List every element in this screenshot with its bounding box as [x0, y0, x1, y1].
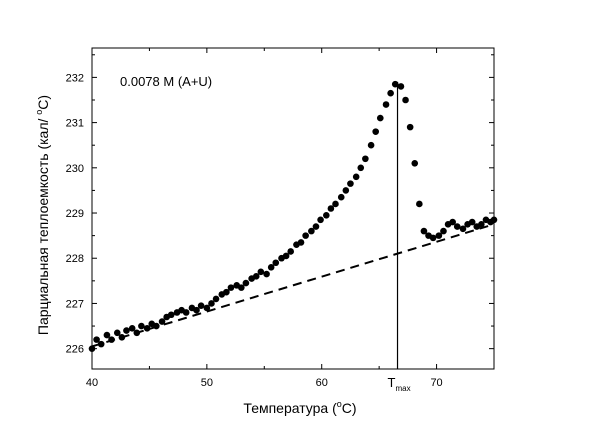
data-point [406, 123, 414, 131]
data-point [133, 329, 141, 337]
y-axis-label-tail: C) [35, 95, 51, 110]
data-point [347, 180, 354, 187]
y-tick-label: 229 [66, 208, 84, 220]
data-point [242, 279, 250, 287]
data-point [337, 193, 345, 201]
data-point [391, 80, 399, 88]
data-point [327, 205, 335, 212]
plot-frame [91, 47, 495, 370]
data-point [449, 218, 456, 226]
data-point [197, 302, 205, 310]
data-point [143, 325, 151, 332]
data-point [416, 200, 423, 208]
data-point [267, 263, 275, 271]
x-axis-label-tail: C) [342, 400, 357, 416]
data-point [342, 187, 350, 194]
data-point [167, 311, 175, 319]
data-point [227, 284, 235, 291]
data-point [323, 211, 330, 219]
data-point [113, 329, 121, 337]
data-point [182, 309, 190, 316]
data-point [158, 318, 166, 325]
tmax-label-sub: max [395, 384, 410, 393]
y-axis-label-sup: o [34, 110, 44, 115]
data-point [440, 227, 447, 235]
y-axis-label-main: Парциальная теплоемкость (кал/ [35, 115, 51, 335]
data-point [238, 284, 245, 291]
data-point [212, 295, 220, 303]
data-point [376, 114, 384, 122]
x-tick-label: 60 [316, 377, 328, 389]
tmax-label: Tmax [388, 375, 411, 393]
x-axis-label: Температура (oC) [243, 399, 356, 416]
data-point [257, 268, 265, 276]
x-axis-label-main: Температура ( [243, 400, 337, 416]
data-point [429, 234, 437, 242]
data-point [435, 232, 443, 239]
baseline-dashed-line [91, 223, 495, 348]
x-tick-label: 50 [201, 377, 213, 389]
data-point [420, 227, 428, 235]
y-tick-label: 228 [66, 253, 84, 265]
data-point [252, 273, 260, 280]
data-point [282, 252, 290, 260]
data-point [193, 306, 200, 314]
data-point [88, 345, 96, 352]
data-point [478, 221, 485, 228]
baseline-group [91, 223, 495, 348]
data-point [402, 96, 409, 104]
data-point [272, 259, 280, 267]
data-point [459, 225, 467, 233]
data-point [332, 200, 339, 208]
data-point [312, 223, 320, 230]
data-point [203, 304, 211, 312]
data-point [287, 248, 295, 255]
data-point [123, 327, 130, 334]
y-axis-label: Парциальная теплоемкость (кал/ oC) [34, 95, 51, 335]
tmax-marker-group: Tmax [388, 81, 411, 393]
x-tick-label: 40 [86, 377, 98, 389]
data-point [153, 322, 160, 330]
x-tick-label: 70 [430, 377, 442, 389]
chart-annotation: 0.0078 M (A+U) [120, 74, 212, 89]
tick-labels: 40 50 60 70 226 227 228 229 230 231 232 [66, 72, 443, 389]
data-point [362, 155, 369, 163]
data-point [382, 101, 390, 108]
y-tick-label: 232 [66, 72, 84, 84]
data-point [411, 159, 419, 167]
data-point [93, 336, 100, 343]
data-point [468, 218, 476, 226]
y-tick-label: 230 [66, 163, 84, 175]
x-axis-label-sup: o [337, 399, 342, 409]
data-point [367, 141, 375, 149]
axes [91, 47, 495, 370]
data-point [208, 300, 215, 307]
data-point [397, 83, 405, 90]
data-point [108, 336, 115, 343]
data-point [387, 89, 394, 97]
tmax-label-main: T [388, 375, 396, 390]
data-point [263, 270, 270, 278]
data-point [308, 227, 315, 235]
y-tick-label: 226 [66, 344, 84, 356]
data-point [357, 164, 365, 172]
data-point [352, 173, 360, 181]
data-point [302, 232, 309, 239]
data-point [97, 340, 105, 348]
data-point [297, 239, 305, 246]
data-point [490, 216, 498, 224]
data-point [118, 334, 126, 341]
data-point [372, 128, 379, 135]
data-point [453, 223, 461, 230]
y-tick-label: 231 [66, 118, 84, 130]
data-points [88, 80, 498, 352]
y-tick-label: 227 [66, 298, 84, 310]
data-point [128, 325, 136, 332]
data-point [223, 288, 230, 296]
data-point [103, 331, 111, 339]
data-point [317, 216, 324, 224]
data-point [138, 322, 145, 330]
